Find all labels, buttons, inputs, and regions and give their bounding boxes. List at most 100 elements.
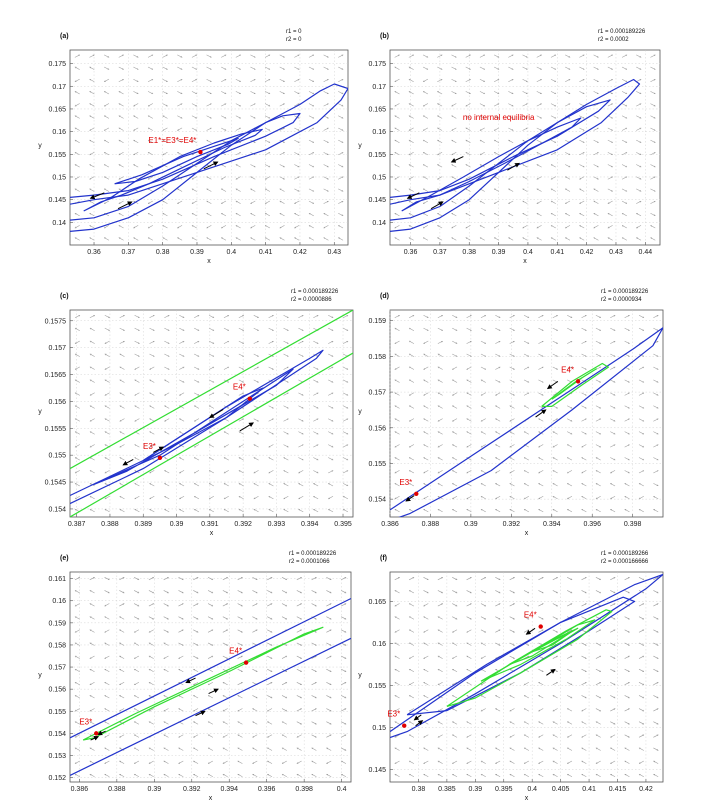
direction-arrow bbox=[450, 156, 464, 163]
field-arrow bbox=[264, 164, 271, 168]
field-arrow bbox=[650, 164, 656, 168]
field-arrow bbox=[565, 66, 571, 70]
field-arrow bbox=[89, 78, 95, 83]
field-arrow bbox=[479, 78, 486, 82]
field-arrow bbox=[220, 188, 227, 192]
x-tick-label: 0.44 bbox=[639, 249, 653, 256]
field-arrow bbox=[536, 139, 542, 143]
panel-a: 0.36 0.37 0.38 0.39 0.4 0.41 0.42 0.43 0.14 0.145… bbox=[38, 29, 349, 265]
field-arrow bbox=[394, 115, 400, 119]
field-arrow bbox=[593, 188, 599, 192]
field-arrow bbox=[493, 78, 500, 82]
field-arrow bbox=[408, 127, 414, 131]
field-arrow bbox=[149, 508, 155, 513]
field-arrow bbox=[279, 212, 285, 217]
field-arrow bbox=[250, 115, 256, 119]
plot-frame bbox=[69, 571, 352, 783]
field-arrow bbox=[493, 139, 500, 143]
field-arrow bbox=[74, 127, 80, 131]
field-arrow bbox=[191, 212, 197, 217]
field-arrow bbox=[206, 66, 212, 70]
field-arrow bbox=[235, 188, 241, 192]
field-arrow bbox=[422, 188, 429, 192]
field-arrow bbox=[536, 103, 542, 107]
field-arrow bbox=[323, 103, 329, 107]
x-tick-label: 0.393 bbox=[268, 521, 286, 528]
field-arrow bbox=[593, 152, 599, 156]
field-arrow bbox=[162, 54, 168, 58]
field-arrow bbox=[162, 200, 168, 204]
field-arrow bbox=[564, 176, 571, 180]
field-arrow bbox=[177, 115, 183, 119]
panel-label: (a) bbox=[60, 33, 69, 40]
field-arrow bbox=[479, 152, 485, 156]
plot-frame bbox=[389, 309, 664, 518]
orbit-line-blue bbox=[70, 83, 348, 232]
field-arrow bbox=[422, 66, 429, 70]
field-arrow bbox=[134, 379, 140, 383]
field-arrow bbox=[134, 327, 140, 331]
field-arrow bbox=[221, 103, 227, 107]
field-arrow bbox=[323, 237, 329, 241]
field-arrow bbox=[493, 200, 500, 204]
field-arrow bbox=[191, 176, 197, 180]
field-arrow bbox=[74, 379, 80, 383]
field-arrow bbox=[394, 176, 400, 180]
field-arrow bbox=[294, 200, 300, 204]
field-arrow bbox=[422, 164, 429, 168]
field-arrow bbox=[264, 54, 271, 58]
field-arrow bbox=[147, 103, 153, 107]
field-arrow bbox=[550, 103, 557, 107]
equilibrium-label: E3* bbox=[79, 717, 92, 726]
y-tick-label: 0.156 bbox=[48, 687, 66, 694]
field-arrow bbox=[437, 78, 443, 82]
field-arrow bbox=[593, 237, 599, 241]
field-arrow bbox=[422, 78, 429, 83]
field-arrow bbox=[162, 103, 168, 107]
field-arrow bbox=[164, 392, 170, 396]
field-arrow bbox=[74, 483, 80, 487]
field-arrow bbox=[191, 139, 197, 143]
field-arrow bbox=[550, 188, 556, 192]
y-tick-label: 0.165 bbox=[48, 106, 66, 113]
field-arrow bbox=[451, 139, 457, 143]
field-arrow bbox=[621, 78, 628, 82]
field-arrow bbox=[250, 103, 256, 107]
field-arrow bbox=[133, 54, 139, 58]
x-tick-label: 0.389 bbox=[134, 521, 152, 528]
field-arrow bbox=[134, 392, 140, 396]
field-arrow bbox=[149, 366, 155, 370]
field-arrow bbox=[536, 188, 542, 192]
field-arrow bbox=[164, 405, 170, 409]
direction-arrow bbox=[430, 201, 444, 210]
field-arrow bbox=[308, 176, 315, 180]
field-arrow bbox=[579, 164, 585, 168]
field-arrow bbox=[103, 127, 110, 131]
field-arrow bbox=[650, 54, 656, 58]
field-arrow bbox=[162, 66, 168, 70]
panel-c: 0.387 0.388 0.389 0.39 0.391 0.392 0.393 0.394 0… bbox=[38, 289, 354, 537]
field-arrow bbox=[89, 431, 95, 435]
x-tick-label: 0.398 bbox=[624, 521, 642, 528]
field-arrow bbox=[177, 152, 183, 156]
field-arrow bbox=[394, 66, 400, 70]
field-arrow bbox=[508, 225, 514, 229]
direction-arrow bbox=[507, 162, 520, 171]
field-arrow bbox=[177, 200, 183, 204]
field-arrow bbox=[437, 103, 443, 107]
field-arrow bbox=[74, 54, 81, 58]
y-tick-label: 0.153 bbox=[48, 753, 66, 760]
field-arrow bbox=[119, 418, 125, 422]
field-arrow bbox=[235, 176, 241, 180]
y-tick-label: 0.145 bbox=[368, 197, 386, 204]
field-arrow bbox=[164, 470, 170, 474]
field-arrow bbox=[650, 213, 656, 217]
x-tick-label: 0.388 bbox=[101, 521, 119, 528]
field-arrow bbox=[74, 392, 80, 396]
field-arrow bbox=[465, 164, 471, 168]
field-arrow bbox=[220, 212, 227, 217]
equilibrium-point bbox=[247, 396, 252, 401]
field-arrow bbox=[607, 225, 613, 229]
field-arrow bbox=[103, 200, 110, 204]
field-arrow bbox=[451, 78, 457, 82]
